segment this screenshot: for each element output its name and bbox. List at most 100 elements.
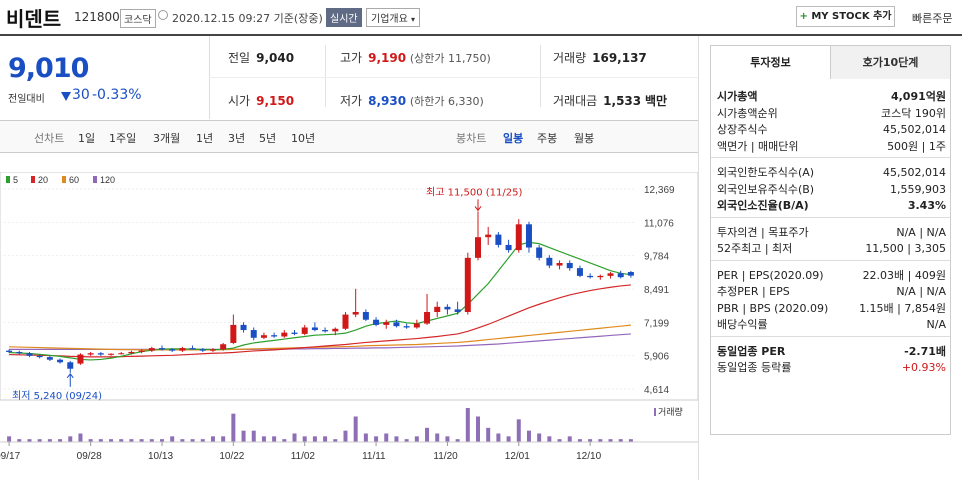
- candle-body: [413, 323, 420, 328]
- info-value: N/A: [926, 318, 946, 331]
- volume-bar: [435, 433, 440, 442]
- low-annotation: 최저 5,240 (09/24): [12, 390, 102, 402]
- price-chart[interactable]: 12,369 11,076 9,784 8,491 7,199 5,906 4,614 5 20…: [0, 171, 699, 480]
- tab-10y[interactable]: 10년: [291, 132, 316, 145]
- volume-bar: [272, 436, 277, 442]
- volume-bar: [394, 436, 399, 442]
- quote-table: 전일 9,040 고가 9,190 (상한가 11,750) 거래량 169,137 …: [209, 36, 698, 119]
- quote-divider: [325, 45, 326, 107]
- info-row: 외국인한도주식수(A) 45,502,014: [717, 165, 946, 181]
- tab-1d[interactable]: 1일: [78, 132, 96, 145]
- info-divider: [711, 335, 950, 337]
- high-annotation: 최고 11,500 (11/25): [426, 186, 522, 198]
- tab-daily[interactable]: 일봉: [503, 132, 524, 145]
- high-annotation-arrowhead: [474, 206, 482, 212]
- info-row: 상장주식수 45,502,014: [717, 122, 946, 138]
- info-divider: [711, 216, 950, 218]
- volume-bar: [598, 439, 603, 442]
- info-key: 시가총액순위: [717, 106, 778, 120]
- legend-label-ma60: 60: [69, 175, 79, 185]
- info-row: 추정PER | EPS N/A | N/A: [717, 284, 946, 300]
- volume-bar: [425, 427, 430, 442]
- tab-orderbook-10[interactable]: 호가10단계: [831, 46, 950, 79]
- volume-value: 169,137: [592, 51, 647, 65]
- info-tabs: 투자정보 호가10단계: [711, 46, 950, 79]
- candle-body: [587, 275, 594, 278]
- price-change: 30: [72, 87, 90, 103]
- info-divider: [711, 259, 950, 261]
- volume-label: 거래량: [553, 51, 587, 65]
- volume-bar: [628, 439, 633, 442]
- candle-body: [250, 330, 257, 338]
- candle-body: [291, 332, 298, 334]
- add-mystock-button[interactable]: + MY STOCK 추가: [796, 6, 895, 27]
- volume-bar: [282, 439, 287, 442]
- info-row: 시가총액순위 코스닥 190위: [717, 106, 946, 122]
- volume-bar: [445, 436, 450, 442]
- volume-bar: [47, 439, 52, 442]
- legend-swatch-ma60: [62, 176, 66, 183]
- y-tick-label: 11,076: [644, 218, 674, 229]
- investment-info-panel: 투자정보 호가10단계 시가총액 4,091억원 시가총액순위 코스닥 190위 상장주…: [710, 45, 951, 435]
- volume-bar: [618, 439, 623, 442]
- volume-bar: [180, 439, 185, 442]
- candle-body: [485, 234, 492, 238]
- info-value: 500원 | 1주: [887, 139, 946, 153]
- legend-swatch-ma120: [93, 176, 97, 183]
- tab-3m[interactable]: 3개월: [153, 132, 181, 145]
- tab-weekly[interactable]: 주봉: [537, 132, 558, 145]
- volume-legend-swatch: [654, 408, 656, 416]
- timestamp: 2020.12.15 09:27 기준(장중): [172, 12, 323, 25]
- candle-body: [77, 354, 84, 364]
- info-row: PBR | BPS (2020.09) 1.15배 | 7,854원: [717, 301, 946, 317]
- volume-bar: [17, 439, 22, 442]
- volume-bar: [455, 439, 460, 442]
- candle-body: [607, 273, 614, 276]
- volume-bar: [231, 413, 236, 442]
- legend-swatch-ma20: [31, 176, 35, 183]
- info-key: 배당수익률: [717, 318, 768, 331]
- amount: 거래대금 1,533 백만: [553, 92, 667, 109]
- candle-body: [57, 359, 64, 363]
- candlestick-chart-svg: 12,369 11,076 9,784 8,491 7,199 5,906 4,614 5 20…: [0, 171, 699, 462]
- company-overview-dropdown[interactable]: 기업개요 ▾: [366, 8, 421, 27]
- candle-body: [230, 324, 237, 343]
- volume-bar: [588, 439, 593, 442]
- volume-bar: [149, 439, 154, 442]
- upper-limit: (상한가 11,750): [409, 52, 491, 65]
- candle-body: [576, 268, 583, 276]
- tab-3y[interactable]: 3년: [228, 132, 246, 145]
- tab-1y[interactable]: 1년: [196, 132, 214, 145]
- volume-bar: [190, 439, 195, 442]
- candle-body: [556, 262, 563, 266]
- candle-body: [424, 311, 431, 324]
- candle-body: [271, 335, 278, 337]
- info-row: 동일업종 PER -2.71배: [717, 344, 946, 360]
- x-tick-label: 10/22: [219, 451, 244, 462]
- candle-body: [536, 247, 543, 258]
- tab-monthly[interactable]: 월봉: [574, 132, 595, 145]
- fast-order-button[interactable]: 빠른주문: [912, 12, 953, 25]
- info-row: 외국인소진율(B/A) 3.43%: [717, 198, 946, 214]
- open-price: 시가 9,150: [228, 92, 294, 109]
- y-tick-label: 4,614: [644, 385, 669, 396]
- candle-body: [383, 322, 390, 325]
- candle-body: [209, 349, 216, 351]
- info-value: +0.93%: [901, 361, 946, 374]
- tab-investment-info[interactable]: 투자정보: [711, 46, 831, 79]
- volume-bar: [109, 439, 114, 442]
- info-key: 액면가 | 매매단위: [717, 139, 799, 153]
- tab-1w[interactable]: 1주일: [109, 132, 137, 145]
- open-label: 시가: [228, 94, 251, 108]
- candle-body: [138, 350, 145, 352]
- x-tick-label: 09/17: [0, 451, 21, 462]
- candle-body: [454, 309, 461, 312]
- amount-value: 1,533: [603, 94, 642, 108]
- realtime-button[interactable]: 실시간: [326, 8, 362, 27]
- candle-body: [16, 351, 23, 354]
- info-value: 3.43%: [907, 199, 946, 212]
- header-divider: [0, 34, 962, 36]
- candle-body: [189, 348, 196, 350]
- tab-5y[interactable]: 5년: [259, 132, 277, 145]
- panel-divider: [698, 36, 699, 480]
